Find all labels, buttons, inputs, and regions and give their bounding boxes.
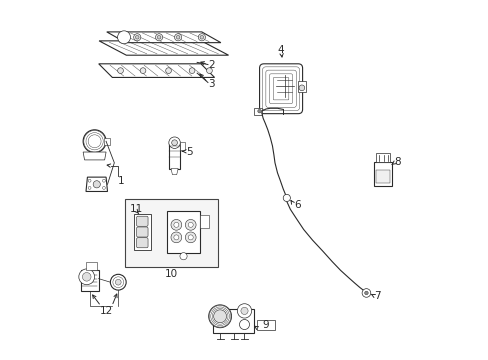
Circle shape — [110, 274, 126, 290]
Bar — [373, 162, 391, 186]
Circle shape — [174, 222, 179, 227]
Circle shape — [257, 109, 261, 113]
Circle shape — [364, 291, 367, 295]
Bar — [85, 262, 97, 270]
Bar — [167, 211, 199, 253]
Circle shape — [88, 179, 91, 182]
Circle shape — [117, 31, 130, 44]
Text: 9: 9 — [262, 320, 269, 330]
Polygon shape — [99, 64, 214, 77]
Circle shape — [239, 319, 249, 329]
Polygon shape — [99, 41, 228, 55]
Circle shape — [83, 130, 106, 153]
Circle shape — [362, 289, 370, 297]
Text: 4: 4 — [277, 45, 283, 55]
Circle shape — [188, 222, 193, 227]
Circle shape — [206, 68, 212, 73]
Circle shape — [176, 36, 180, 39]
Circle shape — [174, 235, 179, 240]
Circle shape — [155, 34, 163, 41]
Circle shape — [188, 235, 193, 240]
Circle shape — [113, 277, 123, 288]
Text: 12: 12 — [100, 306, 113, 316]
Text: 6: 6 — [294, 200, 300, 210]
Circle shape — [171, 220, 182, 230]
Bar — [298, 81, 305, 93]
Text: 8: 8 — [394, 157, 401, 167]
Circle shape — [283, 194, 290, 202]
Circle shape — [171, 140, 177, 145]
Circle shape — [208, 305, 231, 328]
Bar — [103, 138, 110, 145]
Polygon shape — [83, 152, 106, 160]
Circle shape — [198, 34, 205, 41]
Circle shape — [140, 68, 145, 73]
Circle shape — [180, 253, 187, 260]
Circle shape — [133, 34, 141, 41]
Circle shape — [102, 179, 105, 182]
Bar — [199, 215, 208, 228]
Text: 11: 11 — [130, 204, 143, 214]
Circle shape — [185, 220, 196, 230]
Circle shape — [241, 307, 247, 315]
Text: 5: 5 — [186, 147, 193, 157]
Circle shape — [88, 186, 91, 189]
Circle shape — [102, 186, 105, 189]
Polygon shape — [171, 168, 178, 175]
Text: 3: 3 — [208, 79, 214, 89]
Bar — [133, 214, 151, 250]
Circle shape — [213, 310, 226, 323]
Bar — [180, 141, 185, 149]
Bar — [376, 153, 389, 162]
Circle shape — [298, 85, 304, 91]
Bar — [125, 199, 218, 267]
Circle shape — [168, 137, 180, 148]
Circle shape — [93, 181, 100, 188]
Text: 2: 2 — [208, 60, 214, 70]
Circle shape — [200, 36, 203, 39]
FancyBboxPatch shape — [259, 64, 302, 114]
Bar — [168, 143, 180, 168]
Circle shape — [237, 304, 251, 318]
Circle shape — [157, 36, 161, 39]
Bar — [376, 170, 389, 183]
Circle shape — [82, 273, 91, 281]
Circle shape — [115, 279, 121, 285]
Polygon shape — [86, 177, 107, 192]
Circle shape — [189, 68, 195, 73]
FancyBboxPatch shape — [136, 227, 148, 237]
Bar — [81, 270, 99, 291]
Circle shape — [171, 232, 182, 243]
FancyBboxPatch shape — [136, 216, 148, 226]
Text: 1: 1 — [117, 176, 124, 186]
Circle shape — [165, 68, 171, 73]
Circle shape — [118, 68, 123, 73]
Circle shape — [185, 232, 196, 243]
FancyBboxPatch shape — [136, 238, 148, 248]
Bar — [212, 309, 254, 333]
Polygon shape — [106, 32, 221, 42]
Text: 10: 10 — [165, 269, 178, 279]
Text: 7: 7 — [373, 291, 380, 301]
Circle shape — [174, 34, 182, 41]
Circle shape — [79, 269, 94, 285]
Bar — [253, 108, 261, 115]
Circle shape — [135, 36, 139, 39]
Bar — [257, 320, 274, 330]
